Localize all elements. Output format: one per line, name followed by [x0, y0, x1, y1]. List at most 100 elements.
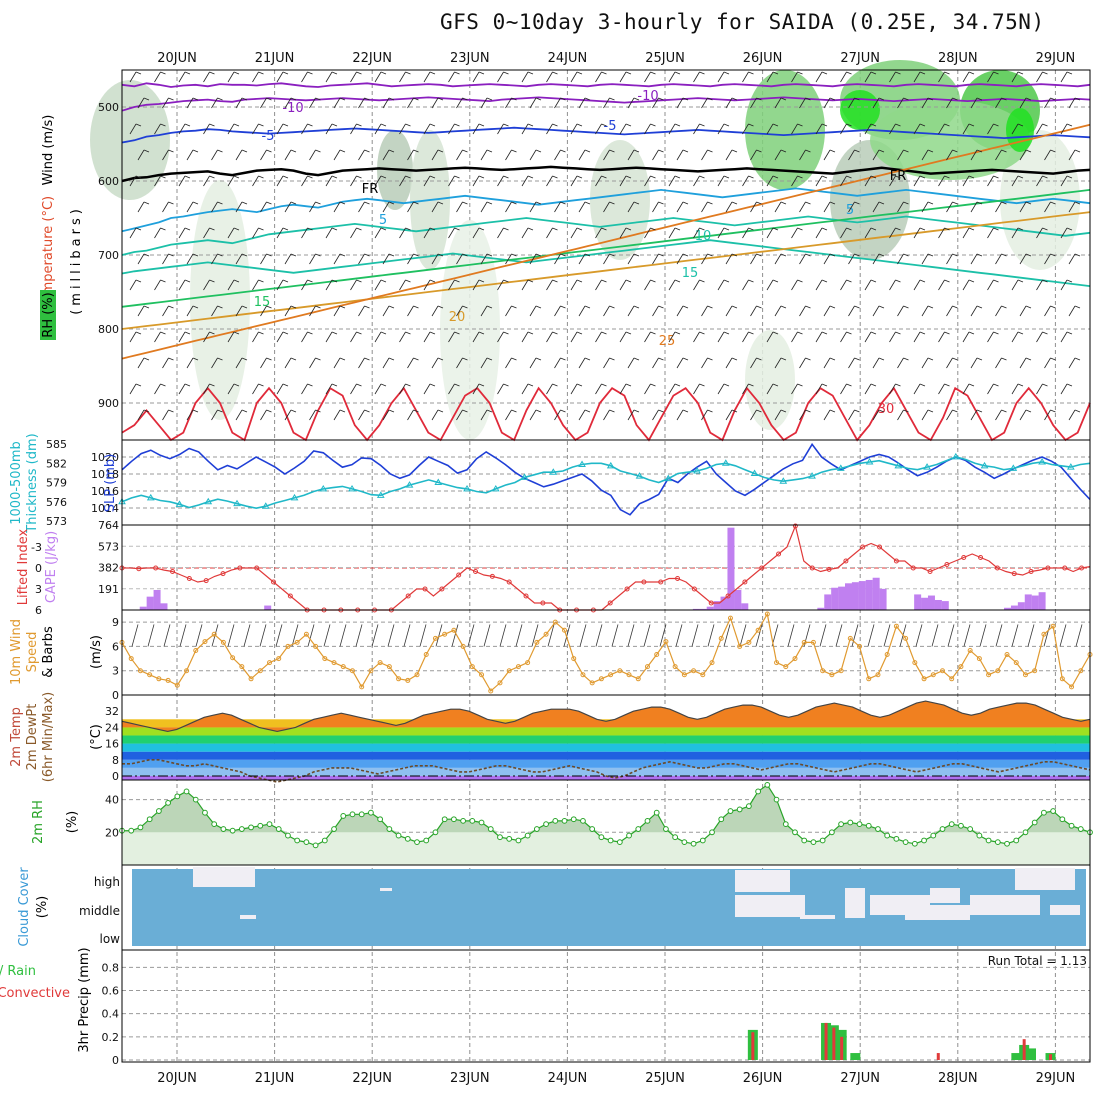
wind-barb — [578, 409, 586, 421]
thickness-marker — [549, 468, 558, 475]
wind-barb — [480, 97, 488, 109]
wind-barb — [554, 97, 561, 109]
wind-barb-flag — [307, 123, 313, 127]
wind-barb-flag — [821, 383, 828, 387]
wind-barb-flag — [633, 97, 640, 101]
wind-barb-flag — [1017, 71, 1024, 75]
rh-marker — [893, 835, 900, 842]
li-marker — [708, 600, 714, 606]
rh-marker — [1004, 840, 1010, 847]
wind-barb — [864, 71, 872, 83]
top-day-label: 22JUN — [352, 51, 392, 66]
wind-barb — [619, 331, 627, 343]
wind-barb — [382, 97, 390, 109]
wind-barb — [889, 331, 896, 343]
wind-barb-flag — [576, 331, 583, 335]
wind-barb — [448, 383, 455, 395]
wind-barb — [211, 409, 218, 421]
wind-barb — [603, 97, 610, 109]
wind10m-barb — [515, 624, 523, 647]
wind-barb — [946, 97, 953, 109]
wind-barb-flag — [405, 279, 411, 283]
wind-barb-flag — [650, 227, 656, 231]
rh-marker — [183, 788, 190, 795]
wind-barb — [178, 227, 186, 239]
wind-barb-flag — [405, 71, 411, 75]
wind-barb-flag — [241, 149, 248, 153]
wind-barb-flag — [527, 71, 534, 75]
wind-barb — [431, 305, 439, 317]
wind-barb-flag — [405, 175, 411, 179]
wind-barb-flag — [184, 123, 191, 127]
wind-barb-flag — [364, 305, 370, 309]
wind-barb-flag — [454, 227, 460, 231]
wind-marker — [995, 668, 1001, 674]
wind10m-barb — [147, 624, 155, 647]
wind-barb-flag — [878, 201, 885, 205]
wind-barb — [472, 175, 480, 187]
wind-barb-flag — [748, 71, 754, 75]
ylabel-1000-500mb: 1000-500mb — [9, 441, 24, 525]
wind-barb-flag — [723, 123, 730, 127]
temp-ylabels: 2m Temp 2m DewPt (6hr Min/Max) (°C) — [9, 692, 104, 782]
wind-barb — [938, 175, 945, 187]
wind-marker — [829, 672, 835, 678]
wind10m-barb — [723, 624, 731, 647]
wind10m-barb — [595, 624, 603, 647]
wind-marker — [230, 655, 236, 661]
wind-barb-flag — [903, 201, 909, 205]
wind-barb-flag — [1025, 201, 1032, 205]
wind-barb-flag — [503, 175, 509, 179]
wind-barb — [382, 409, 390, 421]
wind-barb-flag — [625, 331, 632, 335]
top-day-label: 25JUN — [645, 51, 685, 66]
cape-bar — [734, 589, 742, 610]
wind-barb — [448, 123, 455, 135]
wind-barb — [1044, 201, 1051, 213]
wind-barb-flag — [233, 331, 240, 335]
wind-barb — [382, 253, 390, 265]
li-marker — [792, 523, 798, 529]
wind-barb-flag — [1074, 253, 1081, 257]
wind10m-barb — [419, 624, 427, 647]
wind10m-barb — [387, 624, 395, 647]
wind-barb — [137, 305, 145, 317]
rh-marker — [699, 837, 706, 844]
rh-marker — [404, 835, 411, 842]
wind-marker — [396, 676, 402, 682]
wind-barb — [603, 305, 610, 317]
wind-barb-flag — [944, 383, 950, 387]
temp-contour-25 — [121, 123, 1091, 360]
wind-barb — [889, 71, 896, 83]
wind-barb-flag — [576, 383, 583, 387]
temp-tick-label: 0 — [112, 770, 119, 783]
rh-marker — [948, 821, 955, 828]
wind-barb — [497, 279, 504, 291]
wind-barb — [431, 357, 439, 369]
top-day-label: 26JUN — [743, 51, 783, 66]
wind-barb-flag — [560, 409, 566, 413]
wind-barb-flag — [952, 305, 958, 309]
wind-barb-flag — [258, 383, 264, 387]
wind-barb-flag — [854, 201, 860, 205]
wind-barb — [521, 383, 529, 395]
wind-barb — [137, 149, 145, 161]
wind-marker — [691, 668, 697, 674]
wind-barb-flag — [1066, 227, 1073, 231]
rh-marker — [285, 832, 291, 839]
rh-marker — [709, 829, 715, 836]
wind-barb-flag — [903, 97, 909, 101]
wind10m-barb — [451, 624, 459, 647]
rh-marker — [616, 839, 623, 846]
wind-barb-flag — [625, 383, 632, 387]
wind-barb-flag — [682, 253, 689, 257]
wind-barb — [1060, 331, 1068, 343]
wind-barb-flag — [192, 409, 199, 413]
cloud-level-label: middle — [79, 904, 120, 918]
wind-barb — [505, 149, 512, 161]
wind10m-barb — [499, 624, 507, 647]
rh-marker — [773, 796, 780, 803]
wind-barb — [554, 253, 561, 265]
wind-barb — [595, 175, 602, 187]
wind-barb-flag — [380, 383, 387, 387]
